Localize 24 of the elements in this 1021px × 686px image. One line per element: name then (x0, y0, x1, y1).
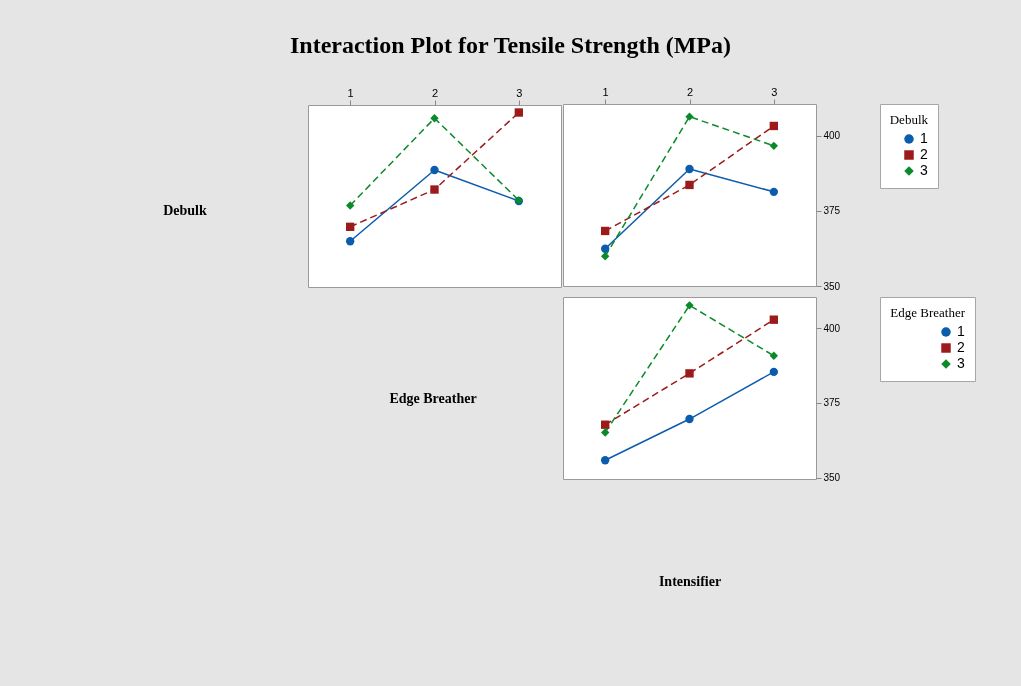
x-tick-label: 1 (347, 86, 354, 99)
y-tick-label: 375 (823, 205, 841, 217)
legend-label: 2 (957, 339, 965, 355)
legend-title: Debulk (889, 112, 929, 127)
x-tick-label: 3 (516, 86, 523, 99)
y-tick-label: 400 (823, 130, 841, 142)
x-tick-label: 3 (771, 85, 778, 98)
x-axis-title: Intensifier (658, 573, 722, 589)
legend-title: Edge Breather (890, 305, 966, 320)
x-tick-label: 2 (431, 86, 439, 99)
y-tick-label: 350 (823, 472, 841, 484)
y-axis-title: Debulk (163, 203, 207, 218)
x-tick-label: 1 (602, 85, 609, 98)
x-tick-label: 2 (686, 85, 694, 98)
legend-label: 3 (957, 355, 965, 371)
legend-label: 2 (920, 146, 928, 162)
x-axis-title: Edge Breather (389, 391, 477, 406)
legend-label: 1 (920, 130, 928, 146)
y-tick-label: 350 (823, 280, 841, 292)
legend-label: 1 (957, 323, 965, 339)
legend-label: 3 (920, 162, 928, 178)
chart-title: Interaction Plot for Tensile Strength (MPa) (288, 32, 733, 59)
y-tick-label: 375 (823, 397, 841, 409)
y-tick-label: 400 (823, 322, 841, 334)
